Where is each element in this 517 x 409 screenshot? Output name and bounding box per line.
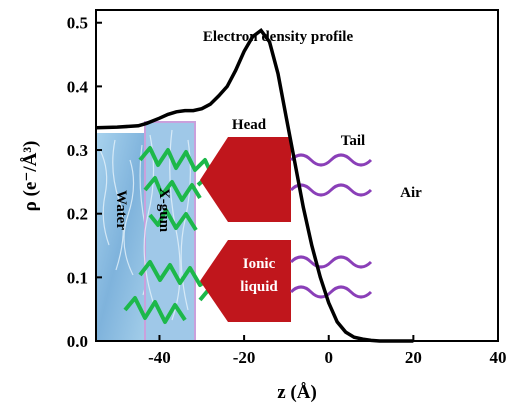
label-ionic: Ionic [243, 256, 276, 272]
head-group-upper [200, 137, 291, 222]
label-air: Air [400, 185, 422, 201]
x-tick-label: -20 [233, 348, 256, 367]
x-ticks: -40 -20 0 20 40 [148, 335, 507, 367]
plot-frame [95, 9, 499, 342]
y-tick-label: 0.1 [67, 268, 88, 287]
y-tick-label: 0.0 [67, 332, 88, 351]
label-liquid: liquid [240, 279, 278, 295]
x-tick-label: -40 [148, 348, 171, 367]
label-tail: Tail [341, 133, 365, 149]
x-tick-label: 40 [490, 348, 507, 367]
label-xgum: X-gum [156, 188, 172, 233]
label-head: Head [232, 117, 267, 133]
density-curve [95, 27, 414, 343]
x-tick-label: 20 [405, 348, 422, 367]
y-tick-label: 0.4 [67, 77, 89, 96]
y-tick-label: 0.5 [67, 14, 88, 33]
x-axis-label: z (Å) [277, 382, 317, 403]
tail-chains [289, 153, 373, 299]
chart-title: Electron density profile [203, 29, 354, 45]
y-tick-label: 0.3 [67, 141, 88, 160]
x-tick-label: 0 [324, 348, 333, 367]
label-water: Water [113, 190, 129, 230]
y-axis-label: ρ (e⁻/Å³) [20, 141, 41, 212]
y-tick-label: 0.2 [67, 205, 88, 224]
y-ticks: 0.0 0.1 0.2 0.3 0.4 0.5 [67, 14, 102, 351]
head-group-lower [200, 240, 291, 322]
